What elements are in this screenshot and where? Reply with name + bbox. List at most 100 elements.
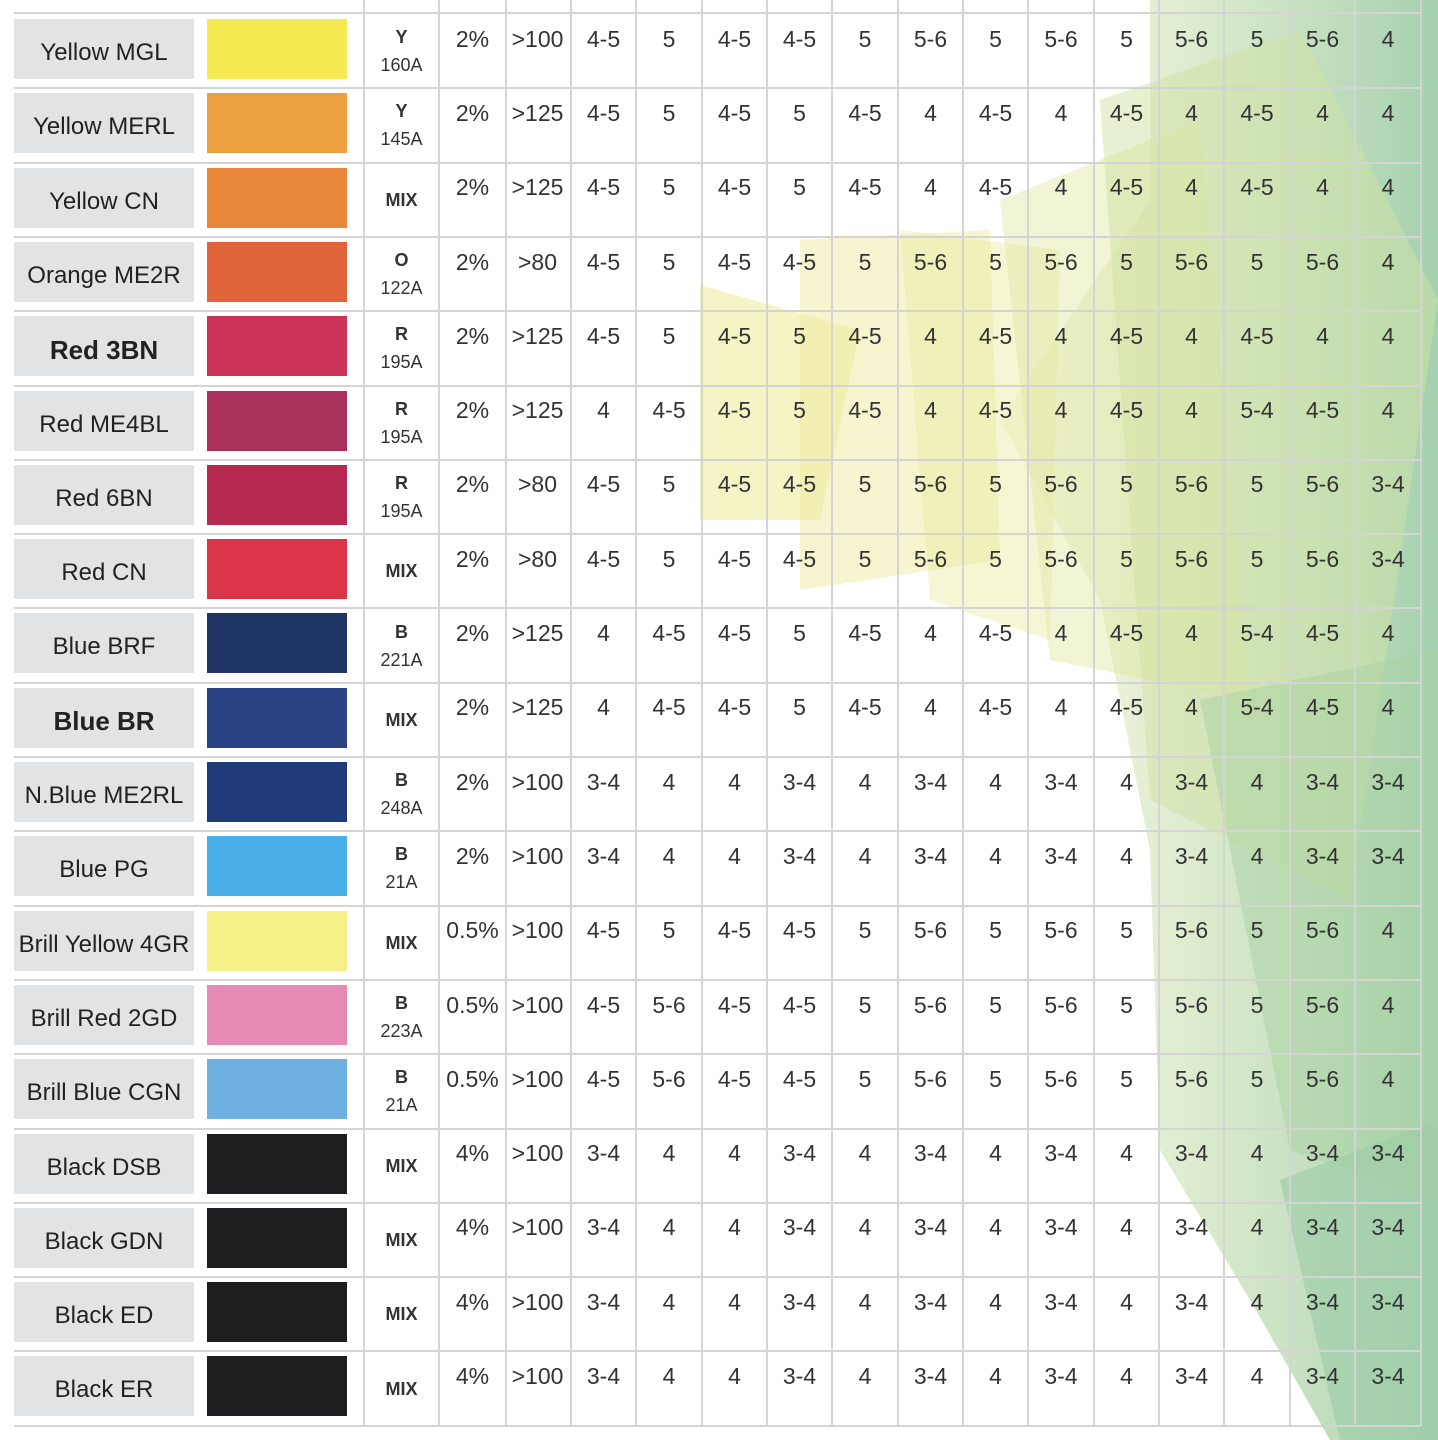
value: >100 xyxy=(511,25,564,52)
rating: 4 xyxy=(662,1214,676,1241)
rating: 5 xyxy=(1120,917,1133,944)
value: >80 xyxy=(517,248,557,275)
rating: 5-6 xyxy=(652,1065,686,1092)
rating: 5-6 xyxy=(913,991,948,1018)
value: >100 xyxy=(511,1214,564,1241)
rating: 3-4 xyxy=(782,768,817,795)
rating: 4 xyxy=(989,1214,1002,1241)
rating: 4-5 xyxy=(782,25,817,52)
rating: 5-6 xyxy=(1044,1065,1078,1092)
row-divider xyxy=(14,1276,1420,1279)
row-divider xyxy=(14,681,1420,684)
rating: 5-6 xyxy=(1305,991,1340,1018)
rating: 4 xyxy=(924,694,937,721)
rating: 3-4 xyxy=(586,1363,621,1390)
rating: 4 xyxy=(858,1140,872,1167)
column-divider xyxy=(766,0,768,1426)
rating: 5-4 xyxy=(1240,620,1274,647)
dye-name: Red 6BN xyxy=(14,464,194,525)
rating: 3-4 xyxy=(913,768,948,795)
rating: 4 xyxy=(662,768,676,795)
rating: 5-6 xyxy=(1305,545,1340,572)
type-line: R xyxy=(395,398,408,419)
rating: 4 xyxy=(989,768,1002,795)
rating: 4-5 xyxy=(1109,99,1144,126)
color-swatch xyxy=(207,687,347,748)
row-divider xyxy=(14,1424,1420,1427)
rating: 3-4 xyxy=(913,1214,948,1241)
rating: 4-5 xyxy=(1109,620,1144,647)
rating: 3-4 xyxy=(913,842,948,869)
rating: 4-5 xyxy=(782,1065,817,1092)
column-divider xyxy=(1093,0,1095,1426)
color-swatch xyxy=(207,19,347,79)
rating: 5 xyxy=(858,471,872,498)
dosage: 4% xyxy=(455,1140,490,1167)
rating: 5 xyxy=(989,471,1002,498)
rating: 3-4 xyxy=(1305,1140,1340,1167)
value: >100 xyxy=(511,842,564,869)
row-divider xyxy=(14,904,1420,907)
rating: 4 xyxy=(1120,768,1133,795)
value: >125 xyxy=(511,174,564,201)
rating: 4 xyxy=(1185,322,1198,349)
rating: 4 xyxy=(597,620,610,647)
type-line: B xyxy=(395,844,408,865)
rating: 3-4 xyxy=(1305,1288,1340,1315)
rating: 4-5 xyxy=(717,322,752,349)
column-divider xyxy=(1027,0,1029,1426)
rating: 4 xyxy=(662,842,676,869)
rating: 4 xyxy=(728,1363,741,1390)
rating: 5-6 xyxy=(1044,917,1078,944)
type-line: B xyxy=(395,770,408,791)
dye-type: MIX xyxy=(365,906,438,980)
rating: 4-5 xyxy=(1305,620,1340,647)
type-line: 160A xyxy=(380,55,423,76)
rating: 4-5 xyxy=(586,25,621,52)
rating: 5 xyxy=(1250,471,1264,498)
dye-type: B 221A xyxy=(365,608,438,682)
rating: 3-4 xyxy=(1174,1288,1209,1315)
rating: 4 xyxy=(597,694,610,721)
column-divider xyxy=(1158,0,1160,1426)
rating: 5 xyxy=(793,397,806,424)
column-divider xyxy=(897,0,899,1426)
rating: 4 xyxy=(1054,694,1068,721)
row-divider xyxy=(14,161,1420,164)
rating: 4-5 xyxy=(586,99,621,126)
column-divider xyxy=(1354,0,1356,1426)
value: >100 xyxy=(511,1140,564,1167)
rating: 4-5 xyxy=(1305,694,1340,721)
column-divider xyxy=(363,0,365,1426)
rating: 3-4 xyxy=(586,842,621,869)
rating: 4-5 xyxy=(978,694,1013,721)
dye-type: R 195A xyxy=(365,311,438,385)
type-line: 221A xyxy=(380,649,423,670)
rating: 5 xyxy=(1120,471,1133,498)
row-divider xyxy=(14,978,1420,981)
dye-type: MIX xyxy=(365,683,438,757)
rating: 4 xyxy=(989,1140,1002,1167)
color-swatch xyxy=(207,93,347,154)
rating: 3-4 xyxy=(782,1363,817,1390)
rating: 4-5 xyxy=(586,471,621,498)
rating: 4-5 xyxy=(717,1065,752,1092)
rating: 3-4 xyxy=(782,1140,817,1167)
rating: 4-5 xyxy=(978,99,1013,126)
dosage: 2% xyxy=(455,322,490,349)
type-line: 195A xyxy=(380,352,423,373)
rating: 5-6 xyxy=(1044,471,1078,498)
dye-name: Black ED xyxy=(14,1282,194,1343)
rating: 5-6 xyxy=(913,471,948,498)
dosage: 0.5% xyxy=(446,1065,499,1092)
dye-type: Y 160A xyxy=(365,14,438,88)
value: >125 xyxy=(511,397,564,424)
type-line: MIX xyxy=(385,1378,418,1399)
row-divider xyxy=(14,87,1420,90)
rating: 4-5 xyxy=(978,174,1013,201)
rating: 5-6 xyxy=(1174,545,1209,572)
type-line: 122A xyxy=(380,278,423,299)
rating: 4 xyxy=(858,1288,872,1315)
dye-type: B 21A xyxy=(365,831,438,905)
